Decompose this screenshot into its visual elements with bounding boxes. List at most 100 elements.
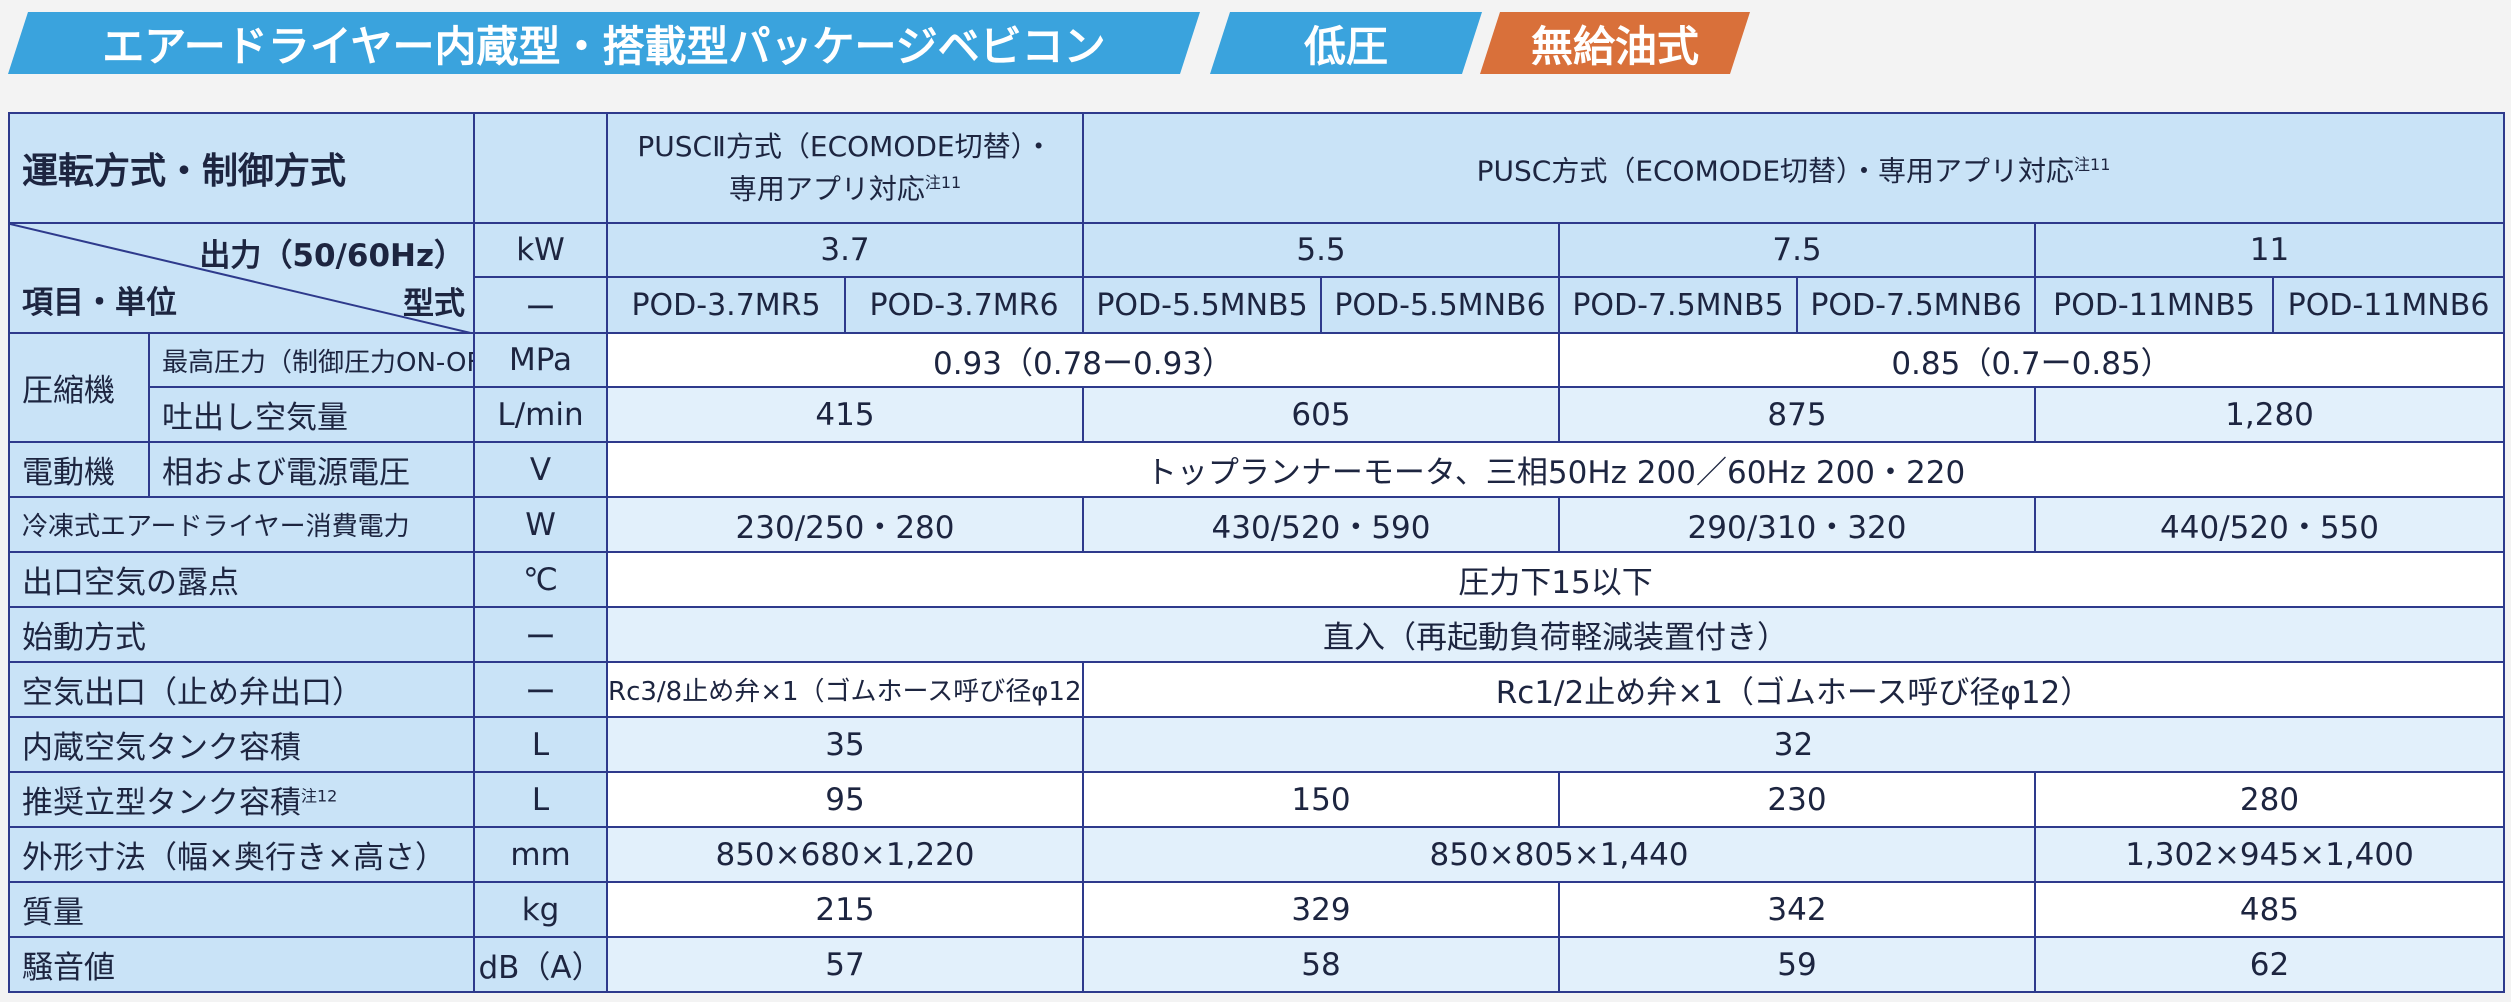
air-volume-1: 415 [606, 386, 1085, 443]
motor-sub-label: 相および電源電圧 [147, 441, 476, 498]
banner-pressure: 低圧 [1210, 12, 1482, 74]
output-label: 出力（50/60Hz） [199, 238, 466, 274]
spec-table: 運転方式・制御方式 PUSCⅡ方式（ECOMODE切替）・ 専用アプリ対応注11 … [7, 112, 2506, 993]
row-air-outlet: 空気出口（止め弁出口） ー Rc3/8止め弁×1（ゴムホース呼び径φ12） Rc… [7, 661, 2506, 718]
row-motor: 電動機 相および電源電圧 V トップランナーモータ、三相50Hz 200／60H… [8, 441, 2506, 498]
mass-2: 329 [1082, 881, 1561, 938]
diagonal-line [11, 225, 467, 331]
tank-label: 内蔵空気タンク容積 [7, 716, 476, 773]
model-5: POD-7.5MNB5 [1558, 276, 1799, 334]
row-dimensions: 外形寸法（幅×奥行き×高さ） mm 850×680×1,220 850×805×… [7, 826, 2506, 883]
air-volume-unit: L/min [473, 386, 609, 443]
noise-label: 騒音値 [7, 936, 476, 993]
start-method-label: 始動方式 [7, 606, 476, 663]
mass-3: 342 [1558, 881, 2037, 938]
row-start-method: 始動方式 ー 直入（再起動負荷軽減装置付き） [7, 606, 2506, 663]
rec-tank-label: 推奨立型タンク容積注12 [7, 771, 476, 828]
header-title: 運転方式・制御方式 [7, 112, 476, 224]
air-outlet-value-2: Rc1/2止め弁×1（ゴムホース呼び径φ12） [1082, 661, 2506, 718]
dimensions-1: 850×680×1,220 [606, 826, 1085, 883]
row-mass: 質量 kg 215 329 342 485 [7, 881, 2506, 938]
dimensions-3: 1,302×945×1,400 [2034, 826, 2506, 883]
mass-1: 215 [606, 881, 1085, 938]
banner-oil-text: 無給油式 [1530, 21, 1699, 71]
banner-pressure-shape [1210, 12, 1482, 74]
dimensions-2: 850×805×1,440 [1082, 826, 2037, 883]
header-pusc2: PUSCⅡ方式（ECOMODE切替）・専用アプリ対応注11 [606, 112, 1085, 224]
air-volume-3: 875 [1558, 386, 2037, 443]
max-pressure-value-1: 0.93（0.78ー0.93） [606, 332, 1561, 388]
item-label: 項目・単位 [22, 285, 177, 321]
mass-4: 485 [2034, 881, 2506, 938]
tank-value-1: 35 [606, 716, 1085, 773]
banner-oil: 無給油式 [1480, 12, 1750, 74]
model-1: POD-3.7MR5 [606, 276, 847, 334]
dew-point-label: 出口空気の露点 [7, 551, 476, 608]
dryer-power-unit: W [473, 496, 609, 553]
note12: 注12 [301, 786, 338, 806]
note11-b: 注11 [2074, 154, 2111, 174]
rec-tank-label-text: 推奨立型タンク容積 [22, 785, 301, 821]
air-outlet-value-1: Rc3/8止め弁×1（ゴムホース呼び径φ12） [606, 661, 1085, 718]
model-label: 型式 [403, 286, 466, 322]
model-8: POD-11MNB6 [2272, 276, 2506, 334]
output-11: 11 [2034, 222, 2506, 278]
model-7: POD-11MNB5 [2034, 276, 2275, 334]
mass-unit: kg [473, 881, 609, 938]
header-pusc2-line1: PUSCⅡ方式（ECOMODE切替）・ [637, 129, 1053, 163]
air-volume-2: 605 [1082, 386, 1561, 443]
air-outlet-unit: ー [473, 661, 609, 718]
output-7-5: 7.5 [1558, 222, 2037, 278]
max-pressure-unit: MPa [473, 332, 609, 388]
mass-label: 質量 [7, 881, 476, 938]
row-tank: 内蔵空気タンク容積 L 35 32 [7, 716, 2506, 773]
noise-4: 62 [2034, 936, 2506, 993]
model-unit-dash: ー [473, 276, 609, 334]
model-6: POD-7.5MNB6 [1796, 276, 2037, 334]
dimensions-label: 外形寸法（幅×奥行き×高さ） [7, 826, 476, 883]
output-5-5: 5.5 [1082, 222, 1561, 278]
header-diagonal: 出力（50/60Hz） 型式 項目・単位 [7, 222, 476, 334]
tank-unit: L [473, 716, 609, 773]
noise-unit: dB（A） [473, 936, 609, 993]
motor-label: 電動機 [8, 441, 150, 498]
banner-main-shape [8, 12, 1200, 74]
air-volume-label: 吐出し空気量 [147, 386, 476, 443]
dryer-power-2: 430/520・590 [1082, 496, 1561, 553]
dew-point-value: 圧力下15以下 [606, 551, 2506, 608]
dryer-power-1: 230/250・280 [606, 496, 1085, 553]
dimensions-unit: mm [473, 826, 609, 883]
output-3-7: 3.7 [606, 222, 1085, 278]
note11-a: 注11 [924, 172, 962, 192]
header-row-mode: 運転方式・制御方式 PUSCⅡ方式（ECOMODE切替）・ 専用アプリ対応注11 … [7, 112, 2506, 224]
dryer-power-label: 冷凍式エアードライヤー消費電力 [7, 496, 476, 553]
header-empty [473, 112, 609, 224]
row-max-pressure: 圧縮機 最高圧力（制御圧力ON-OFF） MPa 0.93（0.78ー0.93）… [8, 332, 2506, 443]
header-pusc: PUSC方式（ECOMODE切替）・専用アプリ対応注11 [1082, 112, 2506, 224]
air-outlet-label: 空気出口（止め弁出口） [7, 661, 476, 718]
start-method-value: 直入（再起動負荷軽減装置付き） [606, 606, 2506, 663]
banner-oil-shape [1480, 12, 1750, 74]
banner-pressure-text: 低圧 [1303, 21, 1388, 71]
rec-tank-unit: L [473, 771, 609, 828]
rec-tank-3: 230 [1558, 771, 2037, 828]
model-4: POD-5.5MNB6 [1320, 276, 1561, 334]
noise-3: 59 [1558, 936, 2037, 993]
noise-1: 57 [606, 936, 1085, 993]
noise-2: 58 [1082, 936, 1561, 993]
rec-tank-2: 150 [1082, 771, 1561, 828]
dryer-power-4: 440/520・550 [2034, 496, 2506, 553]
model-3: POD-5.5MNB5 [1082, 276, 1323, 334]
compressor-label: 圧縮機 [8, 332, 150, 443]
max-pressure-label: 最高圧力（制御圧力ON-OFF） [147, 332, 476, 388]
air-volume-4: 1,280 [2034, 386, 2506, 443]
motor-value: トップランナーモータ、三相50Hz 200／60Hz 200・220 [606, 441, 2506, 498]
rec-tank-1: 95 [606, 771, 1085, 828]
model-2: POD-3.7MR6 [844, 276, 1085, 334]
header-row-model: ー POD-3.7MR5 POD-3.7MR6 POD-5.5MNB5 POD-… [9, 276, 2506, 334]
header-row-output: 出力（50/60Hz） 型式 項目・単位 kW 3.7 5.5 7.5 11 [7, 222, 2506, 334]
kw-unit: kW [473, 222, 609, 278]
dew-point-unit: ℃ [473, 551, 609, 608]
header-pusc2-line2: 専用アプリ対応 [728, 172, 925, 206]
row-dryer-power: 冷凍式エアードライヤー消費電力 W 230/250・280 430/520・59… [7, 496, 2506, 553]
